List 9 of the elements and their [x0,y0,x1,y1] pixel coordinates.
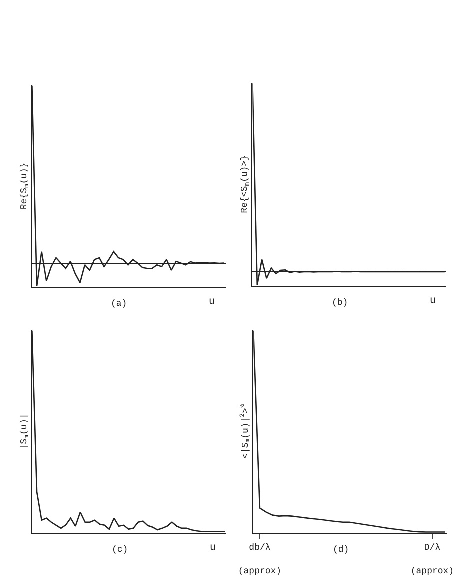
x-axis-title: u [210,543,216,554]
x-axis-title: u [430,296,436,307]
category-label: D/λ (approx) [410,543,454,577]
category-label: db/λ (approx) [238,543,282,577]
text: (d) [333,545,350,555]
text: (b) [332,298,348,308]
text: (c) [112,545,128,555]
text: (a) [111,299,128,309]
x-axis-title: u [209,297,216,308]
